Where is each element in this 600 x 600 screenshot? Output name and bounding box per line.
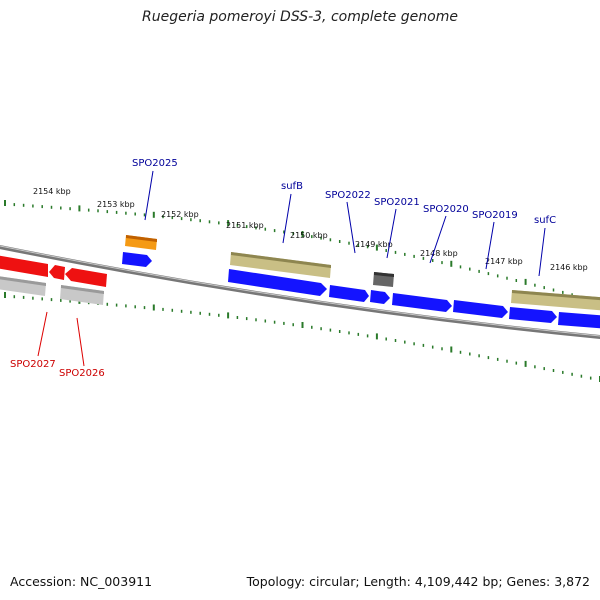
annotation-bar[interactable] bbox=[230, 252, 331, 278]
inner-tick-ring bbox=[4, 292, 600, 382]
gray-feature[interactable] bbox=[60, 285, 104, 305]
gene-label-sufb[interactable]: sufB bbox=[281, 181, 303, 192]
outer-tick-ring bbox=[4, 200, 600, 304]
highlight-feature[interactable] bbox=[125, 235, 157, 250]
gene-arrow-spo2021[interactable] bbox=[370, 290, 390, 304]
genome-backbone bbox=[0, 244, 600, 340]
scale-label: 2148 kbp bbox=[420, 249, 458, 258]
reverse-gene-labels: SPO2027 SPO2026 bbox=[10, 311, 105, 379]
forward-genes bbox=[122, 252, 600, 329]
gene-label-spo2022[interactable]: SPO2022 bbox=[325, 190, 371, 201]
gray-feature[interactable] bbox=[0, 275, 46, 296]
annotation-bar[interactable] bbox=[511, 290, 600, 311]
scale-label: 2147 kbp bbox=[485, 257, 523, 266]
gene-arrow-spo2027[interactable] bbox=[49, 265, 65, 280]
scale-label: 2154 kbp bbox=[33, 187, 71, 196]
gene-label-spo2021[interactable]: SPO2021 bbox=[374, 197, 420, 208]
gene-arrow-spo2025[interactable] bbox=[122, 252, 152, 267]
gene-label-spo2019[interactable]: SPO2019 bbox=[472, 210, 518, 221]
scale-label: 2152 kbp bbox=[161, 210, 199, 219]
scale-label: 2150 kbp bbox=[290, 231, 328, 240]
scale-label: 2153 kbp bbox=[97, 200, 135, 209]
scale-label: 2146 kbp bbox=[550, 263, 588, 272]
map-title: Ruegeria pomeroyi DSS-3, complete genome bbox=[142, 9, 458, 25]
scale-label: 2151 kbp bbox=[226, 221, 264, 230]
scale-labels: 2154 kbp 2153 kbp 2152 kbp 2151 kbp 2150… bbox=[33, 187, 588, 272]
genome-summary-text: Topology: circular; Length: 4,109,442 bp… bbox=[246, 574, 590, 589]
gene-arrow-spo2019[interactable] bbox=[453, 300, 508, 318]
gene-arrow-spo2026[interactable] bbox=[65, 268, 107, 287]
gene-arrow-spo2022[interactable] bbox=[329, 285, 369, 302]
gene-arrow-sufc[interactable] bbox=[509, 307, 557, 323]
scale-label: 2149 kbp bbox=[355, 240, 393, 249]
dark-feature[interactable] bbox=[373, 272, 394, 287]
gene-label-spo2025[interactable]: SPO2025 bbox=[132, 158, 178, 169]
gene-arrow-sufb[interactable] bbox=[228, 269, 327, 296]
gene-label-spo2027[interactable]: SPO2027 bbox=[10, 359, 56, 370]
forward-gene-labels: SPO2025 sufB SPO2022 SPO2021 SPO2020 SPO… bbox=[132, 158, 556, 277]
gene-label-sufc[interactable]: sufC bbox=[534, 215, 556, 226]
accession-text: Accession: NC_003911 bbox=[10, 574, 153, 589]
gene-arrow-next[interactable] bbox=[558, 312, 600, 329]
gene-arrow-reverse[interactable] bbox=[0, 254, 48, 277]
gene-label-spo2020[interactable]: SPO2020 bbox=[423, 204, 469, 215]
genome-backbone-highlight bbox=[0, 245, 600, 337]
gene-label-spo2026[interactable]: SPO2026 bbox=[59, 368, 105, 379]
reverse-genes bbox=[0, 254, 107, 287]
gene-arrow-spo2020[interactable] bbox=[392, 293, 452, 312]
